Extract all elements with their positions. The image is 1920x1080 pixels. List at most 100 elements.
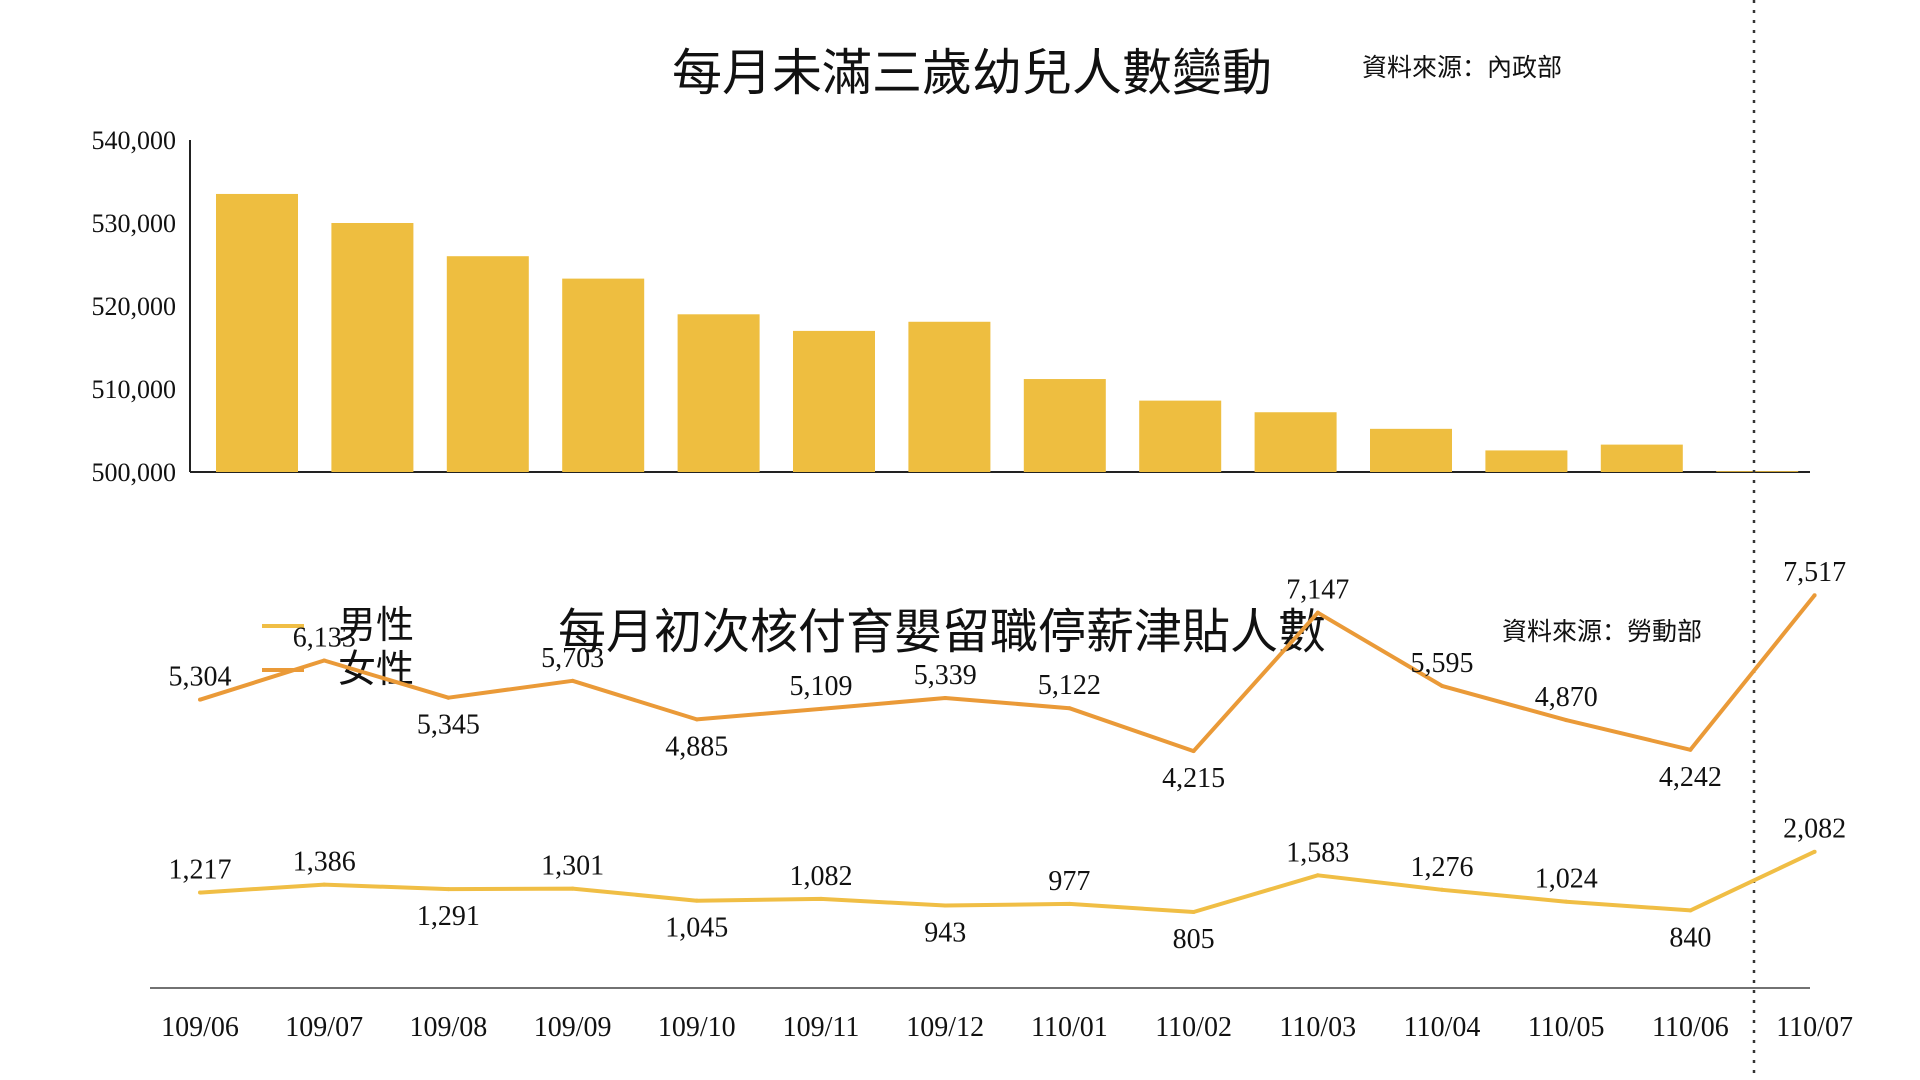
infant-y-tick-label: 530,000	[92, 209, 177, 238]
line-point-female	[198, 697, 202, 702]
data-label-female: 4,885	[665, 731, 728, 762]
data-label-male: 943	[924, 917, 966, 948]
x-tick-label: 109/11	[783, 1012, 860, 1043]
data-label-female: 4,242	[1659, 762, 1722, 793]
infant-bar	[1254, 412, 1337, 472]
infant-bar	[908, 321, 991, 472]
leave-chart-title: 每月初次核付育嬰留職停薪津貼人數	[558, 604, 1326, 660]
line-point-female	[1688, 747, 1693, 752]
data-label-female: 6,133	[293, 623, 356, 654]
data-label-female: 7,517	[1783, 557, 1846, 588]
legend-male-label: 男性	[338, 603, 414, 647]
x-tick-label: 110/02	[1155, 1012, 1232, 1043]
data-label-male: 1,583	[1286, 837, 1349, 868]
data-label-female: 7,147	[1286, 575, 1349, 606]
data-label-male: 1,386	[293, 847, 356, 878]
data-label-male: 1,045	[665, 913, 728, 944]
line-point-male	[1067, 901, 1072, 906]
line-point-male	[1688, 908, 1693, 913]
x-tick-label: 110/01	[1031, 1012, 1108, 1043]
x-tick-label: 110/05	[1528, 1012, 1605, 1043]
data-label-male: 2,082	[1783, 814, 1846, 845]
infant-bar	[446, 256, 529, 472]
infant-chart-source: 資料來源：內政部	[1362, 53, 1562, 82]
line-point-male	[694, 898, 699, 903]
x-tick-label: 109/08	[410, 1012, 488, 1043]
infant-bar	[1600, 444, 1683, 472]
data-label-female: 5,304	[169, 662, 232, 693]
data-label-female: 5,122	[1038, 670, 1101, 701]
x-tick-label: 109/09	[534, 1012, 612, 1043]
data-label-male: 1,276	[1411, 852, 1474, 883]
data-label-male: 1,217	[169, 855, 232, 886]
infant-bar	[331, 223, 414, 472]
infant-bar	[1139, 400, 1222, 472]
data-label-female: 4,215	[1162, 763, 1225, 794]
line-point-male	[819, 896, 823, 901]
leave-chart-source: 資料來源：勞動部	[1502, 617, 1702, 646]
line-point-female	[1564, 718, 1569, 723]
leave-lines: 5,304 6,133 5,345 5,703 4,885 5,109 5,339 5,122…	[169, 557, 1847, 955]
infant-bars	[216, 193, 1799, 472]
line-point-male	[322, 882, 327, 887]
line-point-male	[198, 890, 202, 895]
data-label-male: 1,301	[541, 851, 604, 882]
data-label-female: 5,339	[914, 660, 977, 691]
infant-y-tick-label: 540,000	[92, 126, 177, 155]
line-point-female	[1191, 749, 1196, 754]
data-label-female: 4,870	[1535, 682, 1598, 713]
x-tick-label: 109/12	[906, 1012, 984, 1043]
data-label-female: 5,703	[541, 643, 604, 674]
line-point-female	[1440, 683, 1444, 688]
infant-bar	[562, 278, 645, 472]
data-label-male: 1,291	[417, 901, 480, 932]
line-point-male	[1440, 887, 1444, 892]
line-point-female	[694, 717, 699, 722]
line-point-female	[1067, 706, 1072, 711]
line-point-female	[570, 678, 575, 683]
infant-y-ticks: 500,000 510,000 520,000 530,000 540,000	[92, 126, 177, 487]
line-point-male	[570, 886, 575, 891]
x-tick-label: 109/07	[285, 1012, 363, 1043]
x-tick-label: 110/04	[1404, 1012, 1481, 1043]
infant-y-tick-label: 520,000	[92, 292, 177, 321]
infant-bar	[216, 193, 298, 472]
data-label-female: 5,345	[417, 710, 480, 741]
x-tick-label: 110/07	[1776, 1012, 1853, 1043]
line-point-male	[1191, 910, 1196, 915]
line-point-female	[1315, 610, 1320, 615]
line-point-male	[1564, 899, 1569, 904]
infant-y-tick-label: 510,000	[92, 375, 177, 404]
infant-bar	[793, 330, 875, 472]
line-series-female	[199, 593, 1817, 754]
line-point-female	[943, 695, 948, 700]
x-tick-label: 109/06	[161, 1012, 239, 1043]
line-point-male	[1812, 849, 1817, 854]
infant-chart-title: 每月未滿三歲幼兒人數變動	[672, 44, 1272, 102]
line-point-male	[446, 887, 451, 892]
infant-bar	[1716, 471, 1799, 472]
data-label-male: 805	[1173, 924, 1215, 955]
data-label-male: 977	[1048, 866, 1090, 897]
line-point-male	[943, 903, 948, 908]
line-point-female	[819, 706, 823, 711]
line-series-male	[199, 849, 1816, 914]
x-tick-label: 110/03	[1279, 1012, 1356, 1043]
infant-bar	[677, 314, 760, 472]
infant-bar	[1485, 450, 1568, 472]
x-tick-label: 110/06	[1652, 1012, 1729, 1043]
data-label-male: 1,024	[1535, 864, 1598, 895]
data-label-female: 5,595	[1411, 648, 1474, 679]
leave-x-ticks: 109/06 109/07 109/08 109/09 109/10 109/11 109/…	[161, 1012, 1853, 1043]
line-point-male	[1315, 873, 1320, 878]
line-point-female	[322, 658, 327, 663]
data-label-female: 5,109	[790, 671, 853, 702]
data-label-male: 840	[1669, 922, 1711, 953]
infant-bar	[1370, 428, 1452, 472]
line-point-female	[1812, 593, 1817, 598]
infant-y-tick-label: 500,000	[92, 458, 177, 487]
x-tick-label: 109/10	[658, 1012, 736, 1043]
data-label-male: 1,082	[790, 861, 853, 892]
infant-bar	[1023, 379, 1106, 472]
